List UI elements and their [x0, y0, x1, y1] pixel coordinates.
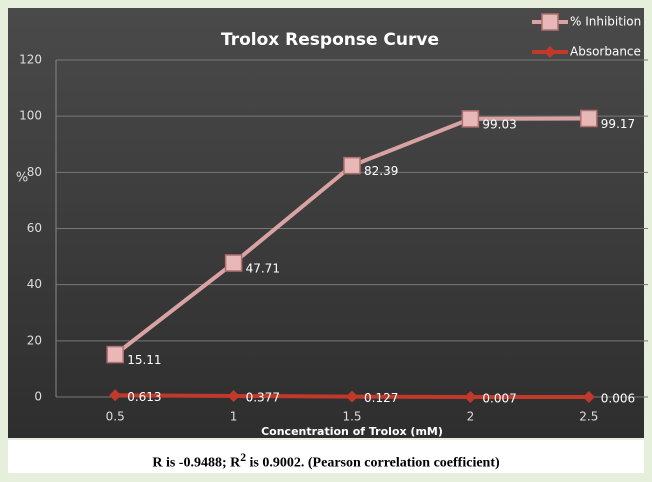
legend-label: Absorbance	[570, 45, 641, 59]
data-label: 0.377	[246, 390, 280, 404]
data-label: 82.39	[364, 164, 398, 178]
caption: R is -0.9488; R2 is 0.9002. (Pearson cor…	[8, 440, 644, 473]
chart: Trolox Response Curve % Concentration of…	[8, 8, 648, 438]
caption-text: R is -0.9488; R	[152, 455, 241, 471]
caption-text: is 0.9002. (Pearson correlation coeffici…	[246, 455, 500, 471]
data-point	[461, 110, 480, 128]
data-point	[109, 389, 122, 402]
chart-title: Trolox Response Curve	[221, 30, 439, 50]
y-tick-label: 120	[19, 53, 42, 67]
data-label: 99.17	[601, 117, 635, 131]
chart-background	[8, 8, 644, 438]
data-point	[346, 390, 358, 403]
y-axis-label: %	[16, 171, 28, 186]
data-label: 0.006	[601, 391, 635, 405]
caption-superscript: 2	[240, 451, 247, 464]
x-tick-label: 2	[467, 410, 475, 424]
data-point	[582, 390, 595, 403]
x-tick-label: 1.5	[342, 410, 361, 424]
y-tick-label: 0	[34, 390, 42, 404]
data-label: 0.613	[127, 390, 161, 404]
data-point	[580, 109, 598, 128]
y-tick-label: 60	[27, 221, 42, 235]
data-label: 0.007	[482, 391, 516, 405]
data-point	[106, 345, 124, 364]
y-tick-label: 80	[27, 165, 42, 179]
data-point	[464, 390, 477, 403]
legend-marker	[544, 46, 556, 58]
x-tick-label: 0.5	[106, 410, 125, 424]
data-label: 47.71	[246, 262, 280, 276]
x-tick-label: 2.5	[579, 410, 598, 424]
y-tick-label: 40	[27, 277, 42, 291]
data-point	[224, 254, 243, 272]
data-point	[227, 389, 240, 402]
legend-marker	[541, 13, 559, 31]
data-label: 99.03	[482, 117, 516, 131]
data-label: 0.127	[364, 391, 398, 405]
legend-label: % Inhibition	[570, 15, 641, 29]
x-tick-label: 1	[230, 410, 238, 424]
x-axis-label: Concentration of Trolox (mM)	[261, 425, 443, 438]
data-label: 15.11	[127, 353, 161, 367]
y-tick-label: 20	[27, 333, 42, 347]
y-tick-label: 100	[19, 109, 42, 123]
data-point	[343, 156, 361, 175]
